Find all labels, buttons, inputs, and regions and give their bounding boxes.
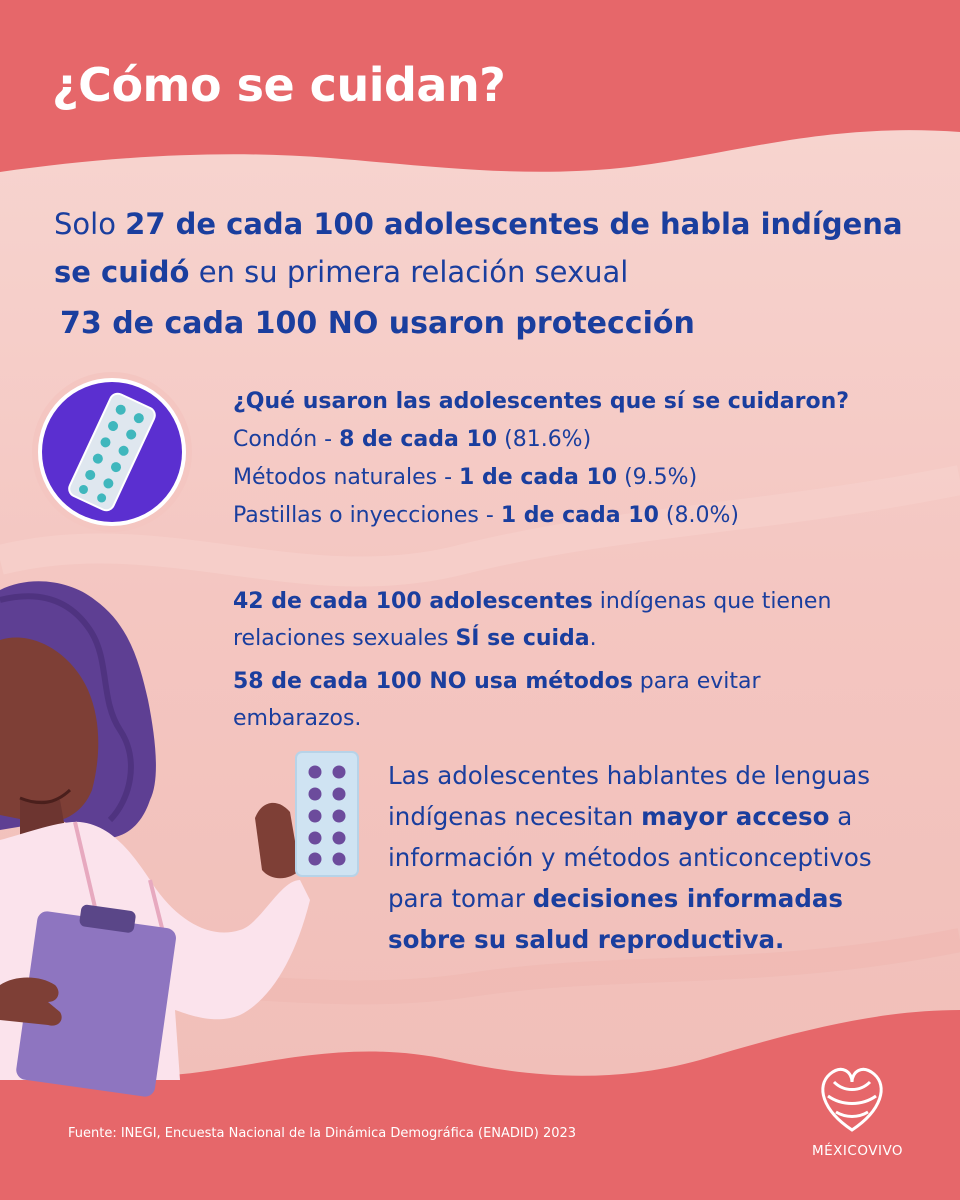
pill-pack-icon: [32, 372, 192, 532]
source-citation: Fuente: INEGI, Encuesta Nacional de la D…: [68, 1126, 577, 1141]
care-line-2: 58 de cada 100 NO usa métodos para evita…: [233, 669, 761, 731]
pill-blister-icon: [295, 751, 359, 877]
lead-bold-care: se cuidó: [54, 255, 190, 289]
mexicovivo-heart-logo: [821, 1068, 883, 1132]
method-item: Condón - 8 de cada 10 (81.6%): [233, 427, 592, 452]
methods-block: ¿Qué usaron las adolescentes que sí se c…: [233, 383, 943, 535]
lead-post: en su primera relación sexual: [189, 255, 629, 289]
pink-panel: [0, 130, 960, 1076]
doctor-illustration: [0, 581, 310, 1097]
page-title: ¿Cómo se cuidan?: [52, 58, 506, 112]
method-item: Pastillas o inyecciones - 1 de cada 10 (…: [233, 503, 739, 528]
method-item: Métodos naturales - 1 de cada 10 (9.5%): [233, 465, 698, 490]
closing-paragraph: Las adolescentes hablantes de lenguas in…: [388, 761, 872, 954]
methods-question: ¿Qué usaron las adolescentes que sí se c…: [233, 389, 849, 414]
care-block: 42 de cada 100 adolescentes indígenas qu…: [233, 583, 873, 737]
lead-pre: Solo: [54, 207, 126, 241]
lead-paragraph: Solo 27 de cada 100 adolescentes de habl…: [54, 200, 934, 296]
headline-stat: 73 de cada 100 NO usaron protección: [60, 306, 695, 341]
logo-wordmark: MÉXICOVIVO: [812, 1143, 904, 1159]
lead-bold-stat: 27 de cada 100 adolescentes de habla ind…: [125, 207, 903, 241]
care-line-1: 42 de cada 100 adolescentes indígenas qu…: [233, 589, 832, 651]
